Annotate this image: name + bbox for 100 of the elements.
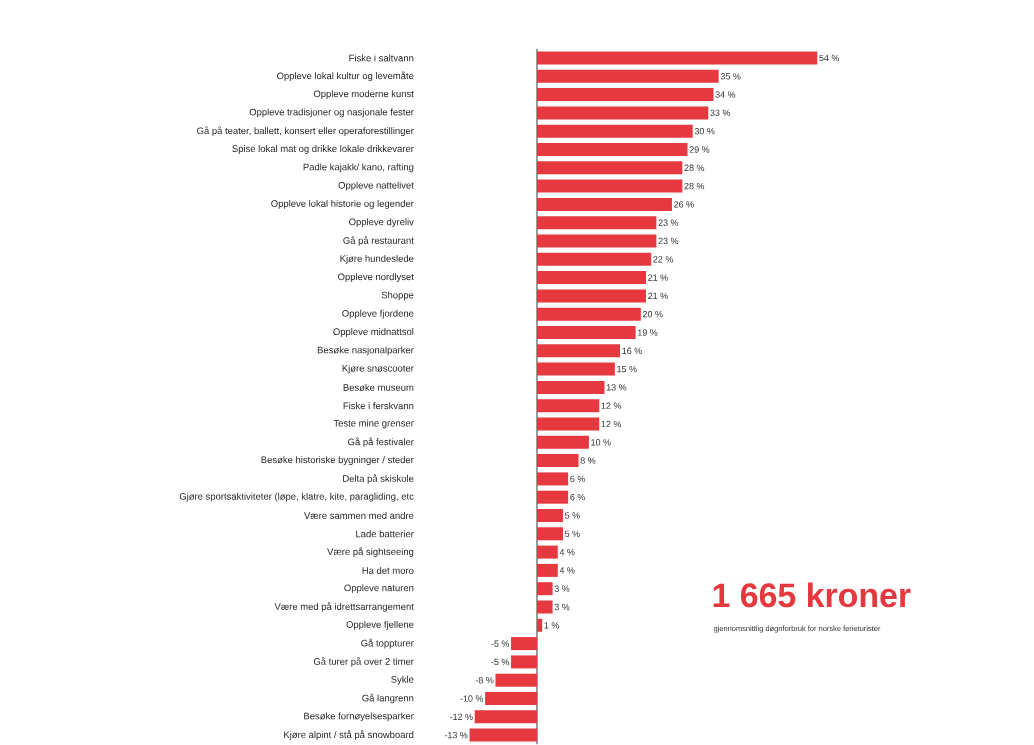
y-tick-label: Gå på teater, ballett, konsert eller operaforestillinger [197, 126, 414, 137]
bar [537, 69, 719, 83]
data-label: 4 % [559, 549, 575, 556]
y-tick-label: Padle kajakk/ kano, rafting [303, 163, 414, 173]
bar [537, 600, 553, 614]
y-tick-label: Kjøre snøscooter [342, 364, 414, 374]
data-label: 33 % [710, 109, 731, 117]
bar [537, 454, 579, 468]
bar [537, 399, 600, 413]
bar [537, 435, 589, 449]
data-label: 21 % [648, 274, 668, 281]
data-label: -5 % [491, 658, 510, 666]
bar [537, 216, 657, 230]
data-label: 34 % [715, 91, 736, 98]
y-tick-label: Være på sightseeing [327, 547, 414, 558]
bar [537, 362, 615, 376]
bar [537, 88, 714, 102]
data-label: 3 % [554, 603, 570, 611]
bar [537, 509, 563, 523]
y-tick-label: Gå toppturer [361, 638, 414, 649]
y-tick-label: Kjøre alpint / stå på snowboard [284, 730, 414, 741]
bar [537, 582, 553, 596]
data-label: 13 % [606, 384, 627, 391]
y-tick-label: Gå på festivaler [348, 437, 414, 448]
y-tick-label: Oppleve midnattsol [333, 328, 414, 338]
y-tick-label: Oppleve lokal historie og legender [271, 200, 414, 209]
y-tick-label: Oppleve nordlyset [338, 273, 414, 283]
bar [511, 637, 538, 651]
y-tick-label: Gjøre sportsaktiviteter (løpe, klatre, kite, paragliding, etc [179, 492, 414, 502]
bar [537, 252, 652, 266]
y-tick-label: Gå langrenn [362, 693, 414, 704]
data-label: 6 % [570, 475, 585, 483]
bar [537, 289, 646, 303]
bar [537, 381, 605, 395]
bar [537, 307, 641, 321]
data-label: 20 % [642, 311, 663, 318]
y-tick-label: Oppleve lokal kultur og levemåte [277, 71, 414, 82]
data-label: 8 % [580, 457, 596, 464]
bar [485, 692, 538, 706]
y-tick-label: Fiske i ferskvann [343, 402, 414, 410]
data-label: 5 % [565, 530, 580, 538]
data-label: 4 % [559, 567, 575, 574]
data-label: -5 % [491, 640, 510, 647]
y-tick-label: Kjøre hundeslede [340, 255, 414, 264]
data-label: 3 % [554, 585, 570, 593]
data-label: 19 % [638, 329, 658, 336]
data-label: 30 % [694, 128, 715, 135]
bar [511, 655, 538, 669]
bar [537, 344, 621, 358]
y-tick-label: Besøke fornøyelsesparker [304, 712, 414, 722]
y-tick-label: Shoppe [381, 291, 414, 301]
y-tick-label: Oppleve fjellene [346, 621, 414, 630]
data-label: 54 % [819, 55, 840, 62]
bar [537, 124, 693, 138]
data-label: 10 % [591, 439, 611, 446]
data-label: -12 % [450, 713, 473, 721]
y-tick-label: Være med på idrettsarrangement [274, 602, 414, 612]
y-tick-label: Være sammen med andre [303, 512, 414, 520]
data-label: 35 % [720, 73, 741, 80]
y-tick-label: Spise lokal mat og drikke lokale drikkevarer [232, 145, 414, 155]
y-tick-label: Besøke historiske bygninger / steder [261, 456, 414, 466]
bar [474, 710, 538, 724]
y-tick-label: Sykle [391, 675, 414, 685]
bar [537, 618, 543, 632]
data-label: 28 % [684, 183, 705, 190]
bar [537, 143, 688, 157]
data-label: 22 % [653, 256, 673, 263]
bar [537, 198, 672, 212]
data-label: 6 % [570, 494, 585, 501]
bar [469, 728, 538, 742]
y-tick-label: Oppleve moderne kunst [313, 90, 414, 100]
bar [495, 673, 538, 687]
bar [537, 527, 563, 541]
bar [537, 271, 646, 285]
bar [537, 564, 558, 578]
data-label: -13 % [444, 732, 468, 739]
data-label: 28 % [684, 164, 705, 172]
data-label: 12 % [601, 402, 622, 410]
y-tick-label: Gå turer på over 2 timer [313, 657, 414, 667]
data-label: 23 % [658, 219, 679, 227]
data-label: 29 % [689, 146, 710, 153]
data-label: 12 % [601, 421, 622, 428]
data-label: 21 % [648, 292, 668, 300]
data-label: 26 % [674, 201, 694, 208]
y-tick-label: Gå på restaurant [343, 236, 414, 246]
bar [537, 490, 569, 504]
annotation: 1 665 kroner [713, 582, 911, 608]
y-tick-label: Oppleve dyreliv [349, 218, 414, 228]
bar [537, 106, 709, 120]
data-label: 23 % [658, 237, 679, 245]
bar [537, 179, 683, 193]
bar [537, 51, 818, 65]
bar [537, 234, 657, 248]
data-label: 5 % [565, 512, 580, 519]
data-label: 16 % [622, 347, 642, 355]
y-tick-label: Ha det moro [362, 567, 414, 575]
data-label: -8 % [475, 677, 494, 684]
data-label: -10 % [460, 695, 484, 702]
y-tick-label: Lade batterier [356, 530, 414, 538]
bar [537, 472, 569, 486]
